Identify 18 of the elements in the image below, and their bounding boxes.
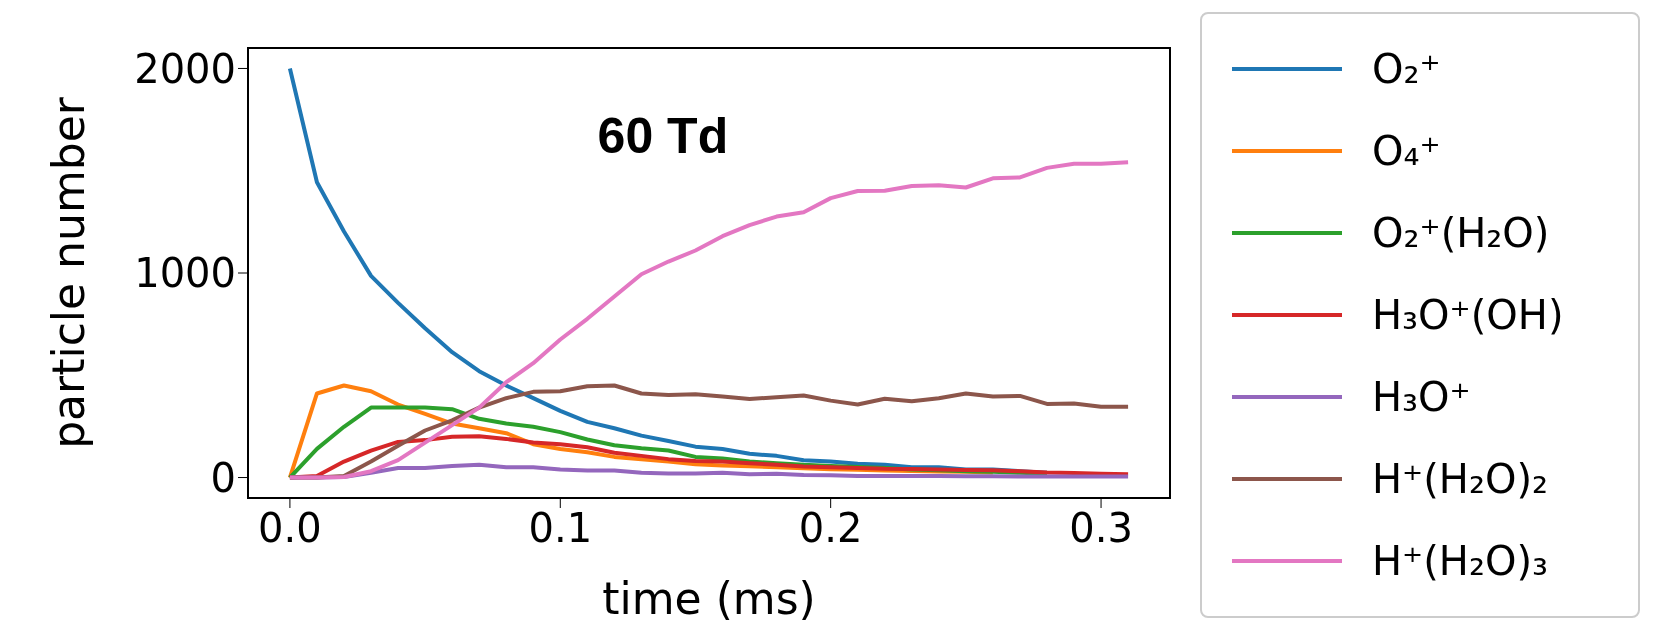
y-tick-label: 2000 [134, 45, 236, 92]
legend-label: O₄⁺ [1372, 128, 1441, 174]
line-series [287, 160, 1131, 480]
x-axis-title: time (ms) [602, 573, 816, 624]
legend-label: O₂⁺ [1372, 46, 1441, 92]
x-tick-label: 0.1 [528, 505, 593, 552]
legend-label: H⁺(H₂O)₃ [1372, 538, 1549, 584]
y-tick-label: 1000 [134, 250, 236, 297]
text: 60 Td [597, 108, 729, 164]
legend-label: H₃O⁺ [1372, 374, 1471, 420]
y-axis-title: particle number [42, 96, 94, 449]
y-tick-label: 0 [210, 454, 236, 501]
legend-label: H⁺(H₂O)₂ [1372, 456, 1549, 502]
x-tick-label: 0.0 [258, 505, 322, 552]
x-tick-label: 0.3 [1069, 505, 1133, 552]
legend-label: H₃O⁺(OH) [1372, 292, 1564, 338]
x-tick-label: 0.2 [798, 505, 863, 552]
legend-label: O₂⁺(H₂O) [1372, 210, 1550, 256]
